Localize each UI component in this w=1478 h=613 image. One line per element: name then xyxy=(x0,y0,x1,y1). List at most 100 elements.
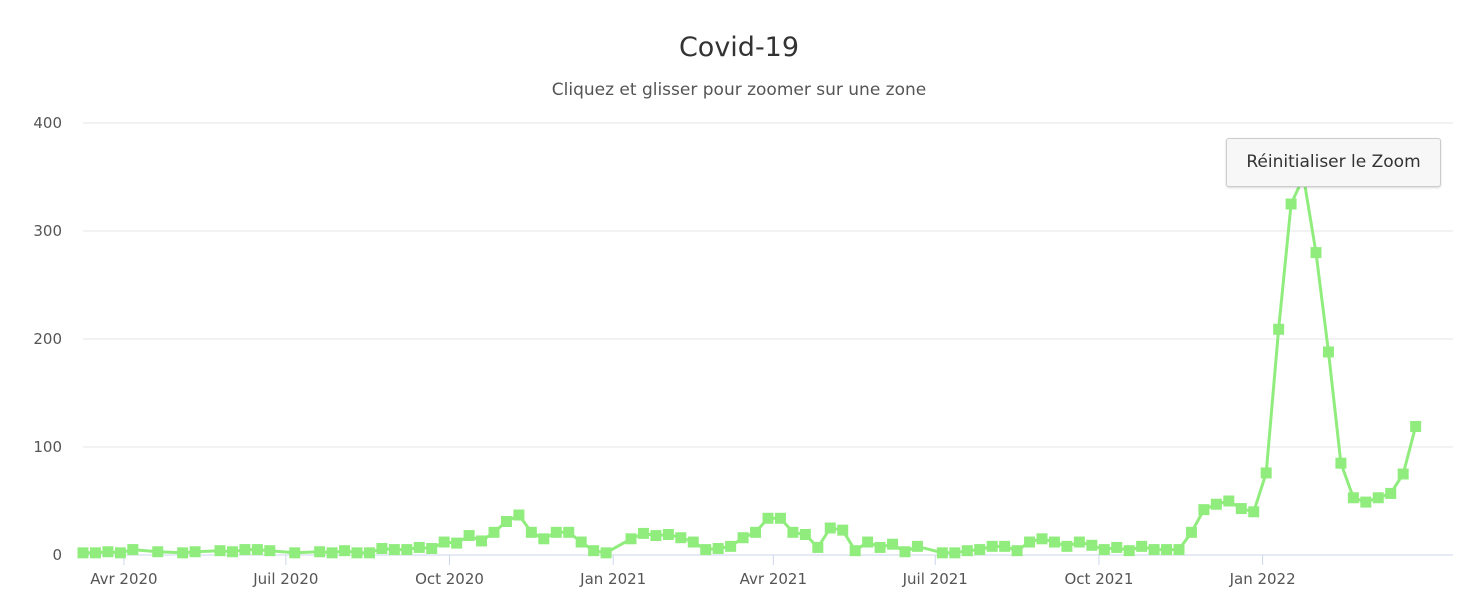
data-point xyxy=(214,545,226,557)
data-point xyxy=(1248,506,1260,518)
data-point xyxy=(750,526,762,538)
data-point xyxy=(314,546,326,558)
x-tick-label: Juil 2021 xyxy=(902,570,968,588)
data-point xyxy=(874,541,886,553)
data-point xyxy=(264,545,276,557)
series-covid-19[interactable] xyxy=(77,171,1422,559)
data-point xyxy=(1048,536,1060,548)
data-point xyxy=(687,536,699,548)
data-point xyxy=(1173,544,1185,556)
data-point xyxy=(1073,536,1085,548)
y-tick-label: 400 xyxy=(33,114,62,132)
data-point xyxy=(1111,541,1123,553)
data-point xyxy=(725,540,737,552)
data-point xyxy=(413,541,425,553)
data-point xyxy=(1036,533,1048,545)
data-point xyxy=(774,512,786,524)
y-tick-label: 0 xyxy=(52,546,62,564)
grid-lines xyxy=(83,122,1453,448)
data-point xyxy=(1322,346,1334,358)
data-point xyxy=(251,544,263,556)
data-point xyxy=(625,533,637,545)
data-point xyxy=(575,536,587,548)
y-tick-label: 200 xyxy=(33,330,62,348)
data-point xyxy=(911,540,923,552)
data-point xyxy=(1185,526,1197,538)
data-point xyxy=(239,544,251,556)
series-line xyxy=(81,175,1418,555)
x-tick-label: Jan 2021 xyxy=(579,570,646,588)
data-point xyxy=(102,546,114,558)
data-point xyxy=(226,546,238,558)
data-point xyxy=(1273,323,1285,335)
data-point xyxy=(588,545,600,557)
data-point xyxy=(1148,544,1160,556)
x-tick-label: Avr 2021 xyxy=(740,570,807,588)
data-point xyxy=(812,541,824,553)
data-point xyxy=(1086,539,1098,551)
data-point xyxy=(1210,498,1222,510)
data-point xyxy=(538,533,550,545)
data-point xyxy=(388,544,400,556)
data-point xyxy=(1372,492,1384,504)
data-point xyxy=(189,546,201,558)
data-point xyxy=(1235,503,1247,515)
data-point xyxy=(1161,544,1173,556)
data-point xyxy=(89,547,101,559)
chart-title: Covid-19 xyxy=(678,32,800,63)
data-point xyxy=(1011,545,1023,557)
data-point xyxy=(513,509,525,521)
x-tick-label: Juil 2020 xyxy=(252,570,318,588)
data-point xyxy=(114,547,126,559)
data-point xyxy=(339,545,351,557)
data-point xyxy=(600,547,612,559)
data-point xyxy=(177,547,189,559)
x-tick-label: Oct 2021 xyxy=(1064,570,1133,588)
data-point xyxy=(1123,545,1135,557)
y-tick-label: 100 xyxy=(33,438,62,456)
data-point xyxy=(887,538,899,550)
data-point xyxy=(1285,198,1297,210)
data-point xyxy=(550,526,562,538)
data-point xyxy=(451,537,463,549)
y-axis: 0 100 200 300 400 xyxy=(33,114,62,564)
data-point xyxy=(837,524,849,536)
data-point xyxy=(326,547,338,559)
data-point xyxy=(762,512,774,524)
data-point xyxy=(152,546,164,558)
chart-subtitle: Cliquez et glisser pour zoomer sur une z… xyxy=(551,80,927,100)
data-point xyxy=(351,547,363,559)
data-point xyxy=(712,543,724,555)
data-point xyxy=(899,546,911,558)
data-point xyxy=(500,516,512,528)
data-point xyxy=(1385,487,1397,499)
data-point xyxy=(862,536,874,548)
data-point xyxy=(675,532,687,544)
data-point xyxy=(1397,468,1409,480)
data-point xyxy=(787,526,799,538)
data-point xyxy=(127,544,139,556)
data-point xyxy=(1024,536,1036,548)
data-point xyxy=(376,543,388,555)
data-point xyxy=(1198,504,1210,516)
data-point xyxy=(426,543,438,555)
data-point xyxy=(476,535,488,547)
reset-zoom-button[interactable]: Réinitialiser le Zoom xyxy=(1226,138,1441,187)
data-point xyxy=(986,540,998,552)
data-point xyxy=(961,545,973,557)
x-tick-label: Oct 2020 xyxy=(415,570,484,588)
data-point xyxy=(77,547,89,559)
data-point xyxy=(799,528,811,540)
data-point xyxy=(662,528,674,540)
data-point xyxy=(974,544,986,556)
data-point xyxy=(737,532,749,544)
data-point xyxy=(849,545,861,557)
data-point xyxy=(637,527,649,539)
data-point xyxy=(438,536,450,548)
data-point xyxy=(525,526,537,538)
data-point xyxy=(700,544,712,556)
data-point xyxy=(1098,544,1110,556)
data-point xyxy=(1061,540,1073,552)
data-point xyxy=(824,522,836,534)
